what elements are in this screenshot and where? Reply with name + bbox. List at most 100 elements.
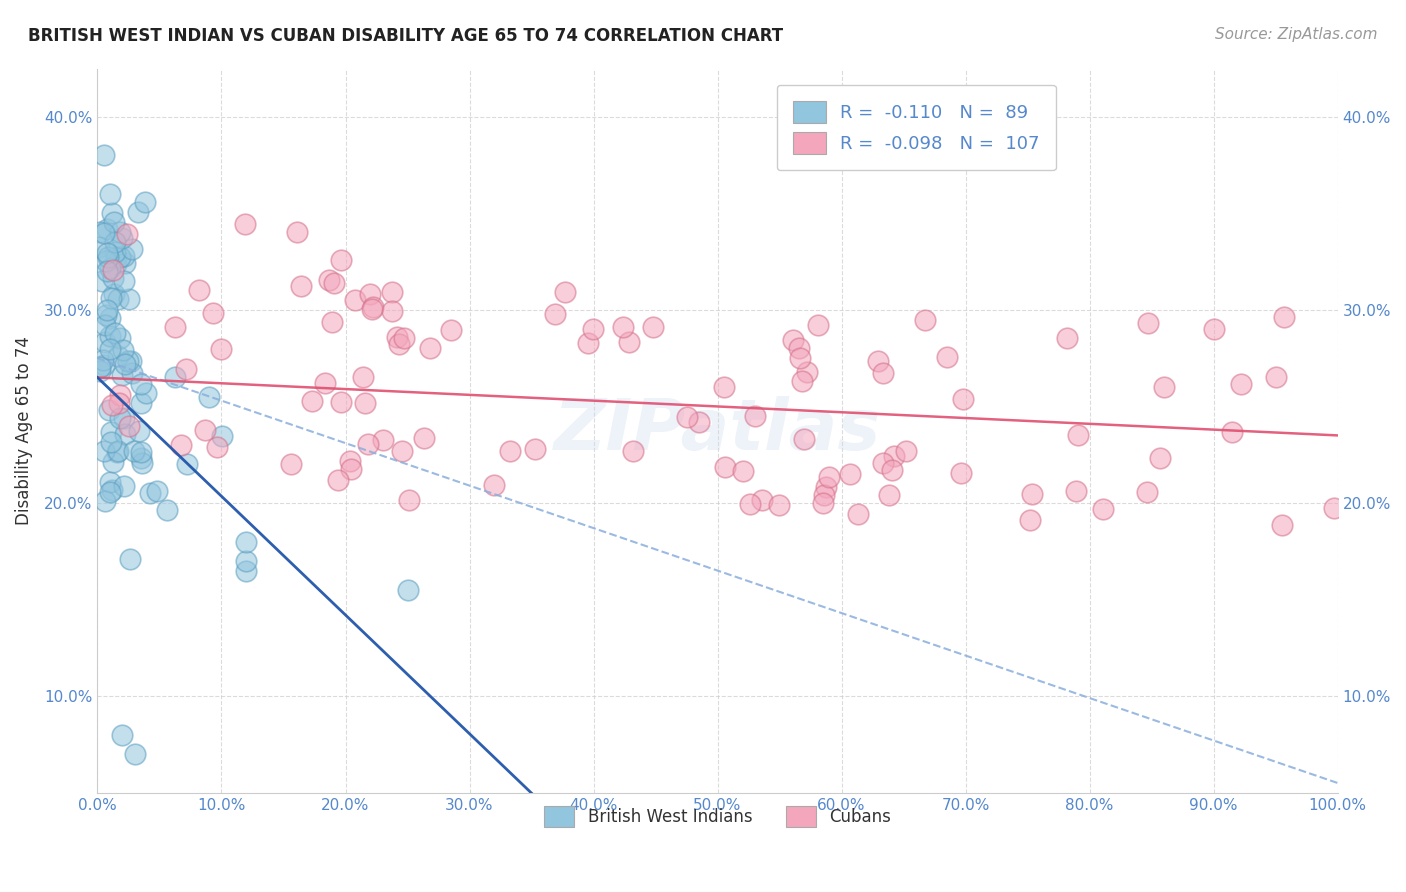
Point bbox=[371, 433, 394, 447]
Point bbox=[1271, 518, 1294, 533]
Point bbox=[87, 240, 110, 254]
Point bbox=[129, 377, 152, 392]
Point bbox=[733, 464, 755, 478]
Point bbox=[112, 410, 135, 425]
Point bbox=[103, 287, 125, 301]
Point bbox=[353, 370, 375, 384]
Point bbox=[165, 370, 187, 384]
Point bbox=[387, 329, 409, 343]
Point bbox=[108, 331, 131, 345]
Point bbox=[112, 479, 135, 493]
Point bbox=[1153, 379, 1175, 393]
Point bbox=[114, 426, 136, 441]
Point bbox=[321, 315, 343, 329]
Point bbox=[554, 285, 576, 299]
Point bbox=[914, 313, 936, 327]
Point bbox=[235, 554, 257, 568]
Point bbox=[872, 456, 894, 470]
Point bbox=[740, 497, 762, 511]
Point bbox=[617, 334, 640, 349]
Point bbox=[1136, 484, 1159, 499]
Point bbox=[398, 492, 420, 507]
Point bbox=[793, 432, 815, 446]
Point bbox=[98, 475, 121, 489]
Point bbox=[789, 351, 811, 365]
Point bbox=[205, 440, 228, 454]
Point bbox=[314, 376, 336, 390]
Point bbox=[612, 320, 634, 334]
Point bbox=[330, 253, 353, 268]
Point bbox=[280, 458, 302, 472]
Point bbox=[523, 442, 546, 456]
Point bbox=[131, 445, 153, 459]
Point bbox=[156, 502, 179, 516]
Point bbox=[129, 396, 152, 410]
Point bbox=[235, 534, 257, 549]
Text: BRITISH WEST INDIAN VS CUBAN DISABILITY AGE 65 TO 74 CORRELATION CHART: BRITISH WEST INDIAN VS CUBAN DISABILITY … bbox=[28, 27, 783, 45]
Point bbox=[285, 225, 308, 239]
Point bbox=[117, 227, 139, 241]
Point bbox=[111, 231, 134, 245]
Point bbox=[107, 293, 129, 307]
Point bbox=[107, 443, 129, 458]
Point bbox=[354, 396, 377, 410]
Point bbox=[235, 564, 257, 578]
Point bbox=[121, 366, 143, 380]
Point bbox=[301, 393, 323, 408]
Point bbox=[1264, 369, 1286, 384]
Point bbox=[112, 343, 135, 357]
Point bbox=[127, 205, 149, 219]
Point bbox=[872, 366, 894, 380]
Point bbox=[363, 300, 385, 314]
Point bbox=[97, 250, 120, 264]
Point bbox=[1204, 321, 1226, 335]
Point bbox=[98, 403, 121, 417]
Point bbox=[100, 291, 122, 305]
Point bbox=[787, 342, 810, 356]
Point bbox=[104, 326, 127, 340]
Point bbox=[124, 747, 146, 761]
Point bbox=[391, 444, 413, 458]
Point bbox=[1323, 501, 1346, 516]
Point bbox=[392, 331, 415, 345]
Point bbox=[93, 148, 115, 162]
Point bbox=[101, 483, 124, 498]
Point bbox=[94, 318, 117, 333]
Point bbox=[751, 492, 773, 507]
Point bbox=[96, 308, 118, 322]
Point bbox=[340, 462, 363, 476]
Point bbox=[120, 353, 142, 368]
Point bbox=[846, 507, 869, 521]
Point bbox=[129, 450, 152, 465]
Point bbox=[838, 467, 860, 482]
Point bbox=[187, 283, 209, 297]
Point bbox=[96, 246, 118, 260]
Point bbox=[194, 423, 217, 437]
Point bbox=[813, 488, 835, 502]
Point bbox=[1220, 425, 1243, 439]
Point bbox=[1137, 316, 1160, 330]
Point bbox=[98, 310, 121, 325]
Point bbox=[290, 278, 312, 293]
Point bbox=[1019, 513, 1042, 527]
Point bbox=[949, 466, 972, 480]
Point bbox=[120, 551, 142, 566]
Point bbox=[105, 445, 128, 459]
Point bbox=[868, 354, 890, 368]
Point bbox=[108, 225, 131, 239]
Point bbox=[98, 342, 121, 356]
Point bbox=[98, 187, 121, 202]
Point bbox=[118, 419, 141, 434]
Point bbox=[1272, 310, 1295, 325]
Point bbox=[89, 226, 111, 240]
Point bbox=[877, 487, 900, 501]
Point bbox=[1021, 487, 1043, 501]
Point bbox=[93, 443, 115, 458]
Point bbox=[163, 319, 186, 334]
Point bbox=[796, 365, 818, 379]
Y-axis label: Disability Age 65 to 74: Disability Age 65 to 74 bbox=[15, 336, 32, 525]
Point bbox=[582, 322, 605, 336]
Point bbox=[344, 293, 367, 307]
Point bbox=[128, 425, 150, 439]
Point bbox=[98, 260, 121, 275]
